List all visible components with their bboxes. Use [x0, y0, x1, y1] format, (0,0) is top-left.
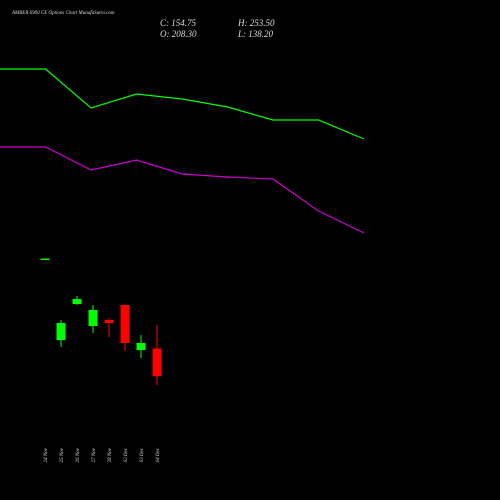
candle-body	[136, 342, 146, 350]
candle-body	[40, 258, 50, 261]
header-close: C: 154.75	[160, 18, 197, 28]
candle-body	[88, 309, 98, 327]
x-tick-label: 03 Dec	[140, 447, 145, 462]
candle-body	[72, 299, 82, 305]
candle-body	[56, 322, 66, 341]
indicator-line	[0, 146, 365, 234]
x-tick-label: 02 Dec	[124, 447, 129, 462]
candle-body	[152, 348, 162, 377]
header-low: L: 138.20	[237, 29, 274, 39]
header-open: O: 208.30	[160, 29, 197, 39]
candle-body	[120, 304, 130, 343]
x-tick-label: 26 Nov	[76, 447, 81, 462]
x-tick-label: 27 Nov	[92, 447, 97, 462]
indicator-line	[0, 68, 365, 140]
header-high: H: 253.50	[237, 18, 275, 28]
chart-title: AMBER 6900 CE Options Chart MunafaSutra.…	[11, 11, 115, 16]
x-tick-label: 28 Nov	[108, 447, 113, 462]
x-tick-label: 24 Nov	[44, 447, 49, 462]
x-tick-label: 04 Dec	[156, 447, 161, 462]
candle-body	[104, 319, 114, 323]
x-tick-label: 25 Nov	[60, 447, 65, 462]
